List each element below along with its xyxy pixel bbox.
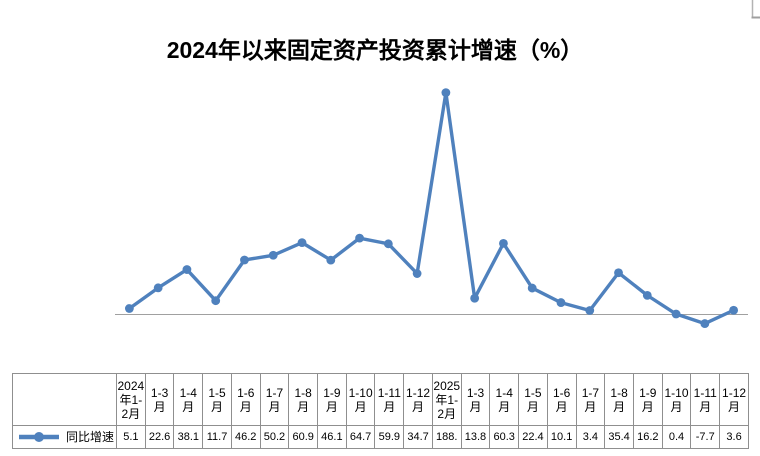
table-header-cell: 1-4月 bbox=[489, 373, 520, 426]
data-point-marker bbox=[642, 290, 652, 300]
table-value-cell: 11.7 bbox=[202, 425, 232, 449]
data-point-marker bbox=[240, 255, 249, 265]
data-point-marker bbox=[614, 268, 623, 278]
table-value-cell: 38.1 bbox=[173, 425, 204, 449]
table-header-cell: 1-9月 bbox=[632, 373, 663, 426]
table-header-cell: 1-12月 bbox=[719, 373, 749, 426]
table-header-cell: 1-4月 bbox=[173, 373, 204, 426]
data-point-marker bbox=[412, 269, 422, 278]
data-point-marker bbox=[326, 255, 336, 265]
table-header-cell: 1-7月 bbox=[575, 373, 606, 426]
table-value-cell: 22.4 bbox=[518, 425, 548, 449]
legend-series-label: 同比增速 bbox=[66, 429, 115, 444]
legend-spacer-cell bbox=[12, 373, 117, 426]
table-header-cell: 1-6月 bbox=[546, 373, 577, 426]
data-point-marker bbox=[527, 283, 537, 293]
table-header-cell: 1-9月 bbox=[317, 373, 347, 426]
table-value-cell: 46.1 bbox=[317, 425, 347, 449]
table-value-cell: -7.7 bbox=[690, 425, 721, 449]
table-value-cell: 10.1 bbox=[546, 425, 577, 449]
table-value-cell: 64.7 bbox=[345, 425, 376, 449]
data-point-marker bbox=[297, 238, 307, 248]
table-header-cell: 1-6月 bbox=[230, 373, 261, 426]
data-point-marker bbox=[470, 293, 480, 303]
table-value-cell: 59.9 bbox=[374, 425, 405, 449]
table-value-row: 同比增速 5.1 22.6 38.1 11.7 46.2 50.2 60.9 46.1 64.7… bbox=[12, 425, 749, 449]
data-point-marker bbox=[211, 296, 221, 306]
data-point-marker bbox=[268, 250, 278, 260]
data-point-marker bbox=[153, 283, 163, 293]
table-value-cell: 22.6 bbox=[144, 425, 175, 449]
table-header-cell: 1-10月 bbox=[661, 373, 692, 426]
table-value-cell: 16.2 bbox=[632, 425, 663, 449]
table-value-cell: 46.2 bbox=[230, 425, 261, 449]
table-value-cell: 60.9 bbox=[288, 425, 319, 449]
table-value-cell: 35.4 bbox=[604, 425, 634, 449]
table-value-cell: 13.8 bbox=[460, 425, 491, 449]
data-point-marker bbox=[383, 239, 393, 249]
data-point-marker bbox=[182, 265, 192, 274]
table-header-cell: 1-7月 bbox=[259, 373, 290, 426]
table-value-cell: 60.3 bbox=[489, 425, 520, 449]
data-point-marker bbox=[671, 309, 681, 319]
table-header-cell: 1-5月 bbox=[202, 373, 232, 426]
data-point-marker bbox=[441, 88, 451, 98]
table-header-cell: 1-10月 bbox=[345, 373, 376, 426]
table-header-cell: 2024年1-2月 bbox=[116, 373, 146, 426]
table-value-cell: 5.1 bbox=[116, 425, 146, 449]
table-header-cell: 1-3月 bbox=[460, 373, 491, 426]
data-point-marker bbox=[499, 238, 508, 248]
legend-cell: 同比增速 bbox=[12, 425, 117, 449]
table-header-cell: 1-12月 bbox=[403, 373, 433, 426]
table-value-cell: 3.6 bbox=[719, 425, 749, 449]
table-value-cell: 0.4 bbox=[661, 425, 692, 449]
legend-line-marker-icon bbox=[19, 432, 59, 442]
table-header-cell: 1-11月 bbox=[690, 373, 721, 426]
table-header-row: 2024年1-2月 1-3月 1-4月 1-5月 1-6月 1-7月 1-8月 1-9月 1-1… bbox=[12, 373, 749, 426]
table-header-cell: 1-8月 bbox=[604, 373, 634, 426]
table-header-cell: 1-8月 bbox=[288, 373, 319, 426]
data-point-marker bbox=[729, 305, 739, 315]
table-value-cell: 34.7 bbox=[403, 425, 433, 449]
table-value-cell: 3.4 bbox=[575, 425, 606, 449]
data-point-marker bbox=[124, 304, 134, 313]
table-header-cell: 2025年1-2月 bbox=[431, 373, 462, 426]
table-value-cell: 188. bbox=[431, 425, 462, 449]
data-point-marker bbox=[556, 298, 566, 307]
chart-title: 2024年以来固定资产投资累计增速（%） bbox=[166, 37, 584, 63]
series-line bbox=[127, 90, 736, 326]
table-header-cell: 1-11月 bbox=[374, 373, 405, 426]
table-header-cell: 1-5月 bbox=[518, 373, 548, 426]
data-point-marker bbox=[585, 306, 595, 315]
data-point-marker bbox=[700, 319, 710, 328]
table-value-cell: 50.2 bbox=[259, 425, 290, 449]
table-header-cell: 1-3月 bbox=[144, 373, 175, 426]
data-table: 2024年1-2月 1-3月 1-4月 1-5月 1-6月 1-7月 1-8月 1-9月 1-1… bbox=[12, 373, 749, 449]
data-point-marker bbox=[355, 233, 364, 243]
